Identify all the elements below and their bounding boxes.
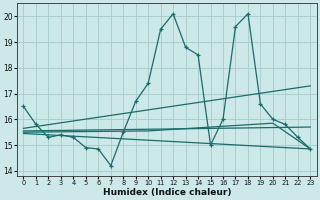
X-axis label: Humidex (Indice chaleur): Humidex (Indice chaleur) bbox=[103, 188, 231, 197]
